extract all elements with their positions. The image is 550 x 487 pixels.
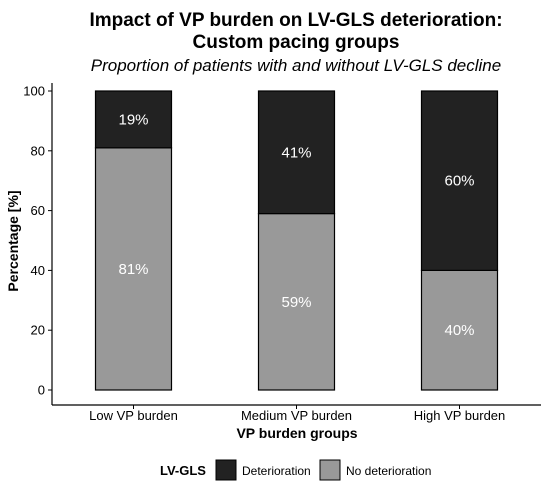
bar-value-label: 81% bbox=[118, 261, 148, 278]
y-tick-label: 0 bbox=[38, 383, 45, 398]
x-axis: Low VP burden Medium VP burden High VP bur… bbox=[52, 404, 541, 423]
legend-label: Deterioration bbox=[242, 464, 311, 478]
chart-title-line-2: Custom pacing groups bbox=[193, 32, 400, 53]
legend-title: LV-GLS bbox=[160, 463, 206, 478]
x-tick-label: Medium VP burden bbox=[241, 408, 352, 423]
y-axis-title: Percentage [%] bbox=[5, 190, 21, 291]
bar-deterioration bbox=[257, 90, 336, 215]
x-tick-label: High VP burden bbox=[414, 408, 506, 423]
legend-swatch bbox=[215, 459, 237, 481]
bar-no-deterioration bbox=[420, 269, 499, 391]
chart-subtitle: Proportion of patients with and without … bbox=[91, 56, 501, 75]
y-tick-label: 40 bbox=[31, 263, 45, 278]
bars: 81% 19% 59% 41% 40% 60% bbox=[94, 90, 499, 391]
x-axis-title: VP burden groups bbox=[236, 425, 357, 441]
legend-swatch bbox=[319, 459, 341, 481]
bar-value-label: 60% bbox=[444, 173, 474, 190]
bar-deterioration bbox=[420, 90, 499, 271]
bar-value-label: 59% bbox=[281, 294, 311, 311]
legend: LV-GLS Deterioration No deterioration bbox=[160, 459, 431, 481]
legend-label: No deterioration bbox=[346, 464, 431, 478]
chart-title-line-1: Impact of VP burden on LV-GLS deteriorat… bbox=[89, 10, 502, 31]
y-tick-label: 20 bbox=[31, 323, 45, 338]
x-tick-label: Low VP burden bbox=[89, 408, 178, 423]
bar-no-deterioration bbox=[94, 147, 173, 391]
bar-value-label: 40% bbox=[444, 322, 474, 339]
bar-no-deterioration bbox=[257, 212, 336, 391]
y-tick-label: 80 bbox=[31, 143, 45, 158]
y-axis: 0 20 40 60 80 100 bbox=[23, 83, 53, 405]
y-tick-label: 100 bbox=[23, 84, 45, 99]
bar-value-label: 41% bbox=[281, 144, 311, 161]
bar-deterioration bbox=[94, 90, 173, 149]
y-tick-label: 60 bbox=[31, 203, 45, 218]
bar-value-label: 19% bbox=[118, 111, 148, 128]
